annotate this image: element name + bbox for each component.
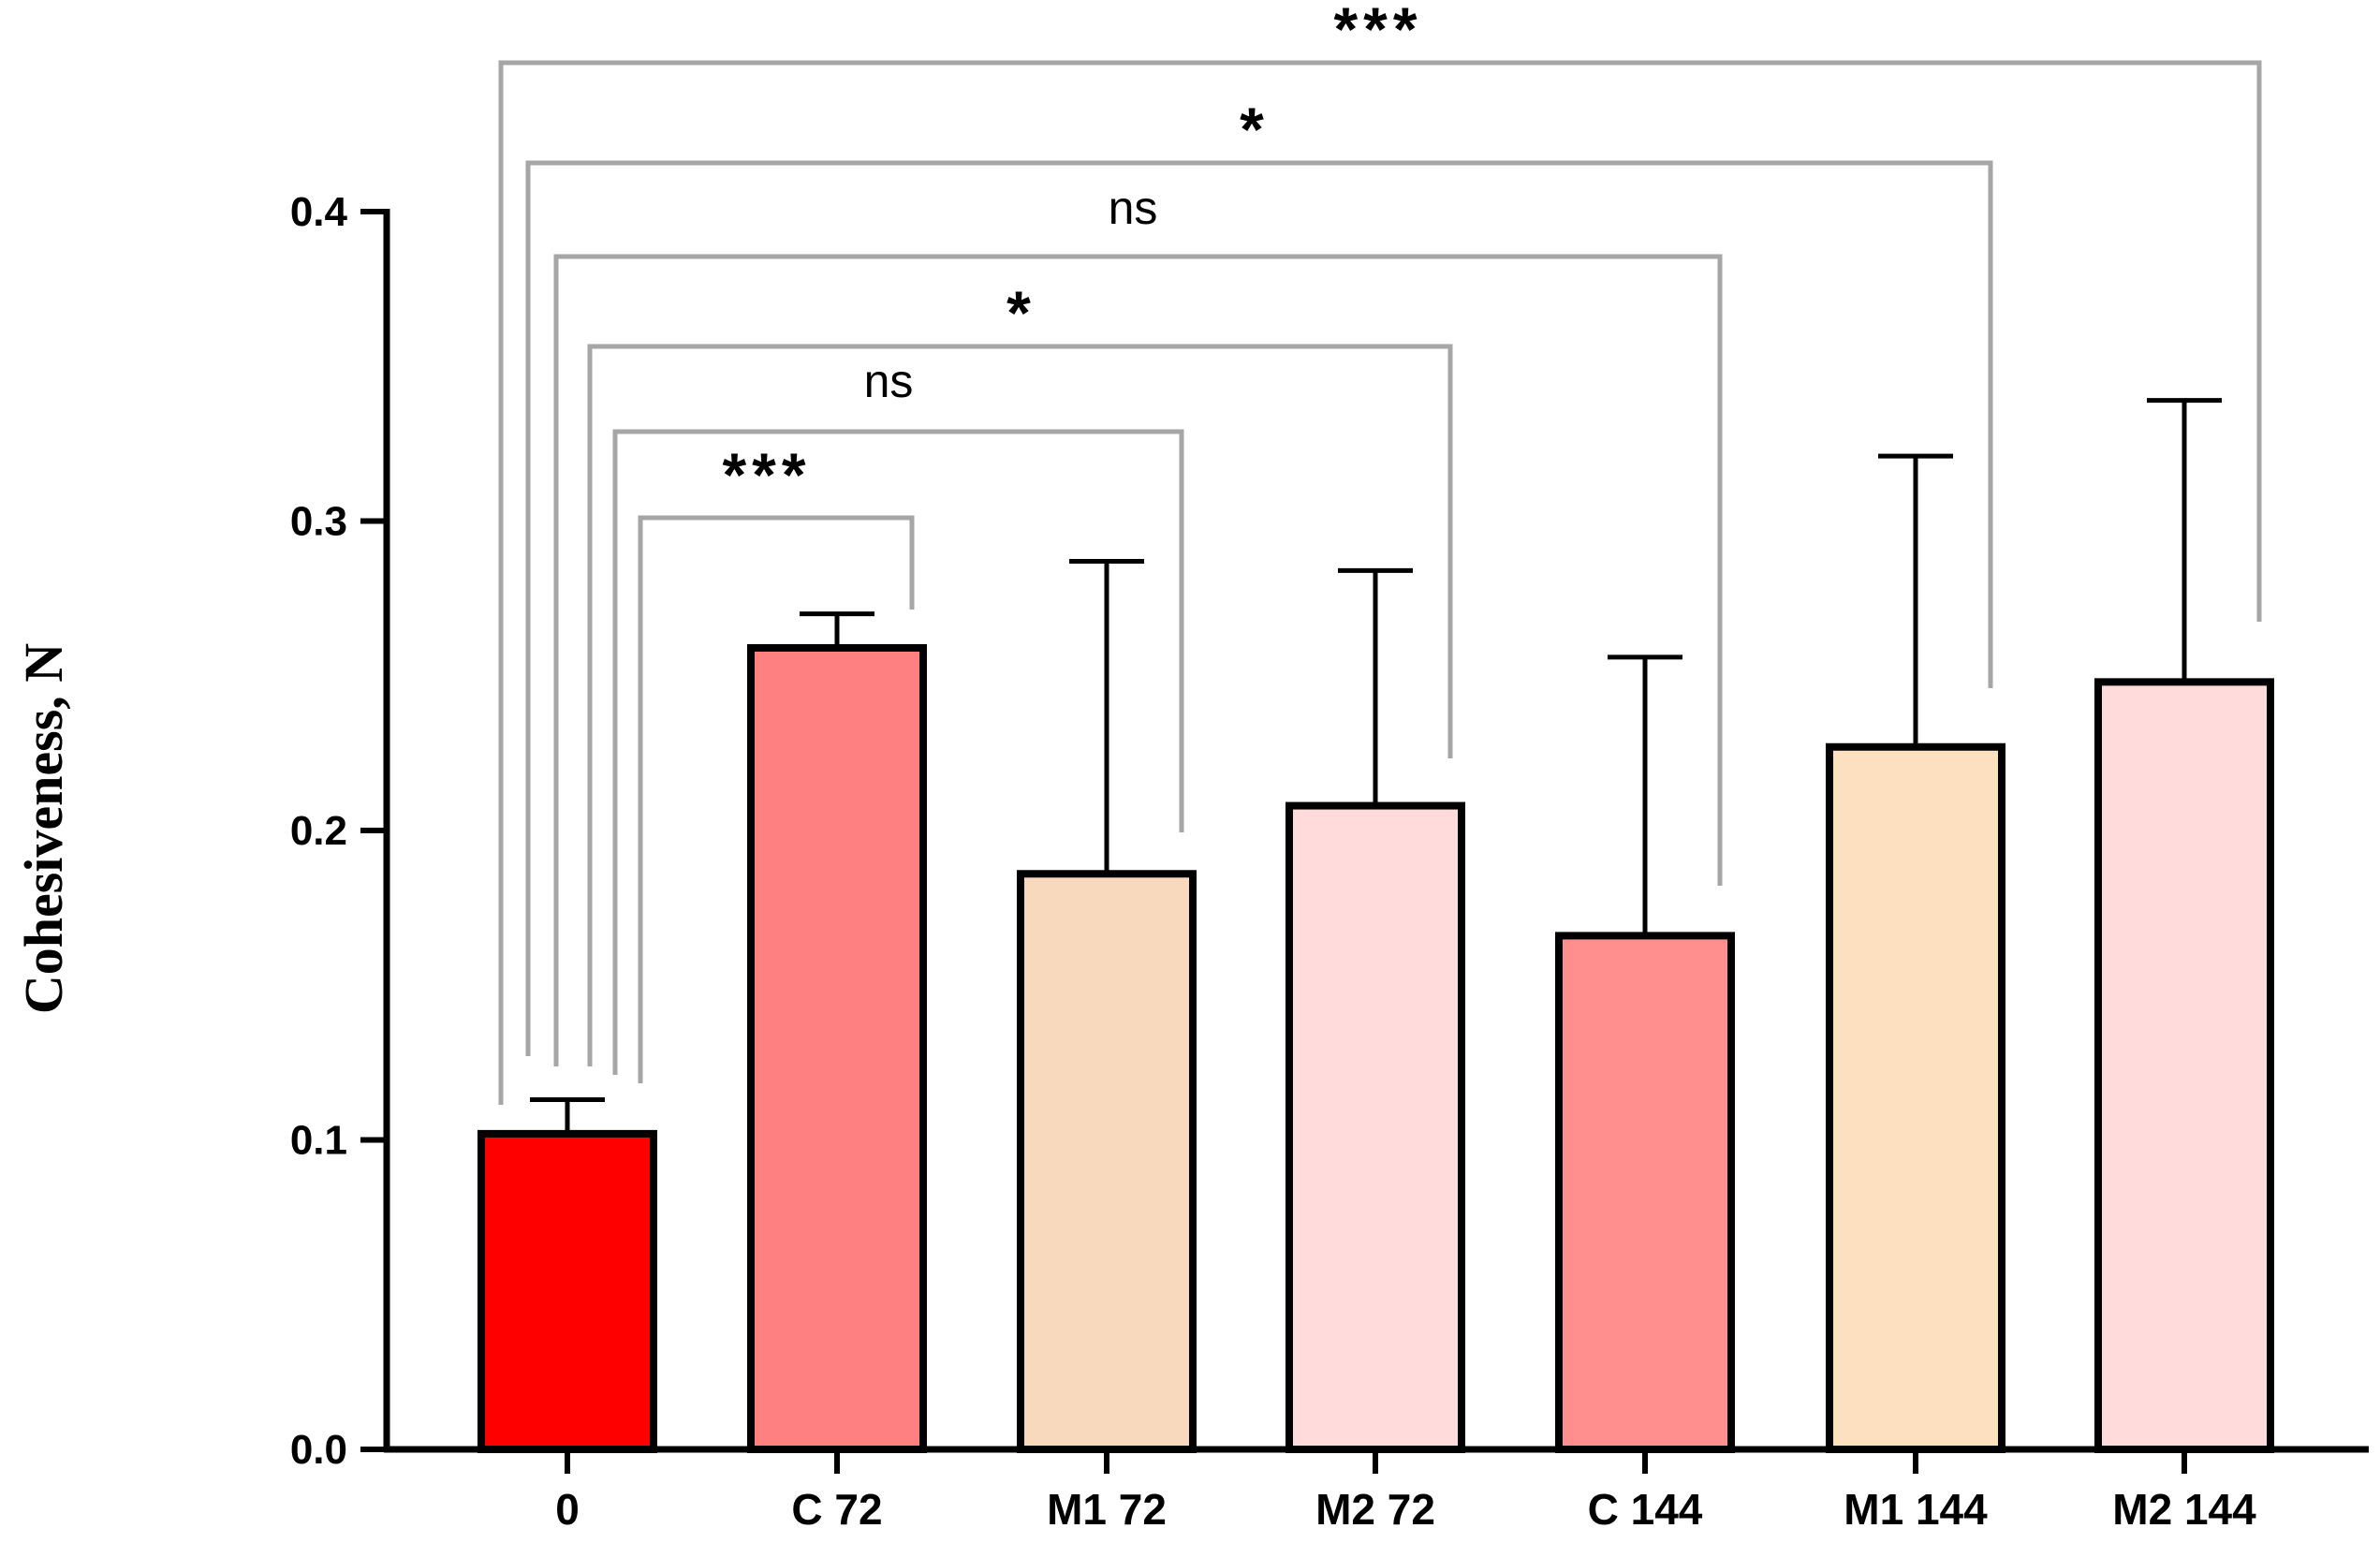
y-tick-label: 0.1 [290, 1118, 347, 1164]
x-tick-label: M1 144 [1844, 1485, 1988, 1534]
x-tick-label: M2 144 [2112, 1485, 2256, 1534]
significance-bracket [587, 344, 1453, 1066]
labels: 0.0 0.1 0.2 0.3 0.4 0 C 72 M1 72 M2 72 C 144 M1 14… [290, 0, 2256, 1534]
bar-c-144 [1555, 932, 1735, 1453]
x-tick-label: C 144 [1588, 1485, 1703, 1534]
significance-bracket [498, 60, 2262, 1105]
error-bars [530, 398, 2222, 1134]
significance-bracket [525, 160, 1993, 1056]
y-tick-label: 0.2 [290, 808, 347, 854]
bar-m2-144 [2094, 678, 2274, 1453]
significance-label: * [1240, 95, 1270, 164]
y-axis-label: Cohesiveness, N [13, 643, 74, 1014]
significance-label: * [1006, 278, 1036, 347]
x-tick-label: 0 [555, 1485, 580, 1534]
bar-m1-72 [1017, 870, 1197, 1453]
bar-0 [477, 1129, 657, 1453]
significance-bracket [612, 429, 1184, 1075]
axes [360, 209, 2369, 1474]
significance-bracket [553, 254, 1723, 1066]
significance-label: *** [722, 440, 811, 509]
significance-label: ns [1109, 182, 1158, 234]
significance-label: *** [1333, 0, 1422, 64]
y-tick-label: 0.0 [290, 1427, 347, 1473]
y-tick-label: 0.4 [290, 189, 348, 235]
x-tick-label: M2 72 [1315, 1485, 1435, 1534]
significance-label: ns [864, 355, 914, 407]
bar-m1-144 [1826, 742, 2005, 1453]
significance-brackets [498, 60, 2262, 1105]
significance-bracket [638, 515, 915, 1083]
x-tick-label: C 72 [791, 1485, 882, 1534]
x-tick-label: M1 72 [1047, 1485, 1167, 1534]
y-tick-label: 0.3 [290, 499, 347, 545]
bar-c-72 [747, 644, 927, 1453]
bar-m2-72 [1285, 801, 1465, 1453]
